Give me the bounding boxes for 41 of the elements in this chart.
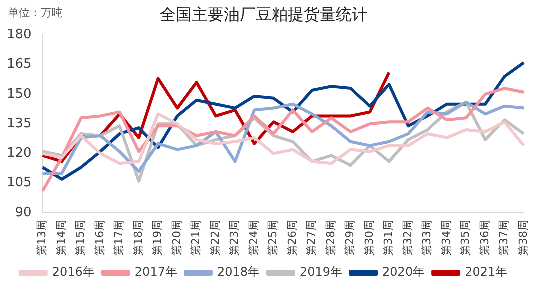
- x-tick-label: 第15周: [74, 220, 88, 256]
- legend-label: 2018年: [217, 265, 260, 280]
- x-tick-label: 第35周: [459, 220, 472, 256]
- x-tick-label: 第21周: [190, 220, 203, 256]
- x-tick-label: 第24周: [247, 220, 260, 256]
- legend-label: 2021年: [465, 265, 508, 280]
- y-tick-label: 105: [6, 176, 32, 191]
- x-tick-label: 第34周: [440, 220, 453, 256]
- legend-label: 2019年: [300, 265, 343, 280]
- x-tick-label: 第17周: [112, 220, 126, 256]
- x-tick-label: 第26周: [286, 220, 299, 256]
- x-tick-label: 第23周: [228, 220, 242, 256]
- x-tick-label: 第27周: [305, 220, 318, 256]
- x-tick-label: 第36周: [478, 220, 492, 256]
- y-tick-label: 90: [15, 205, 32, 220]
- y-tick-label: 120: [6, 146, 32, 162]
- x-tick-label: 第31周: [382, 220, 396, 256]
- y-tick-label: 165: [6, 57, 32, 72]
- y-tick-label: 135: [6, 116, 32, 132]
- chart-title: 全国主要油厂豆粕提货量统计: [160, 4, 368, 24]
- x-tick-label: 第19周: [151, 220, 164, 256]
- x-tick-label: 第18周: [132, 220, 145, 256]
- x-tick-label: 第14周: [54, 220, 68, 256]
- x-tick-label: 第38周: [516, 220, 530, 256]
- x-tick-label: 第37周: [498, 220, 511, 256]
- legend-label: 2017年: [134, 265, 178, 280]
- y-tick-label: 150: [6, 86, 32, 102]
- text: 单位：万吨: [8, 6, 63, 20]
- legend-label: 2016年: [52, 265, 95, 280]
- x-tick-label: 第22周: [208, 220, 222, 256]
- x-tick-label: 第16周: [93, 220, 106, 256]
- x-tick-label: 第29周: [344, 220, 357, 256]
- x-tick-label: 第32周: [401, 220, 414, 256]
- legend-label: 2020年: [382, 265, 426, 280]
- x-tick-label: 第33周: [420, 220, 434, 256]
- x-tick-label: 第13周: [36, 220, 49, 256]
- x-tick-label: 第20周: [170, 220, 184, 256]
- x-tick-label: 第28周: [324, 220, 338, 256]
- x-tick-label: 第25周: [266, 220, 280, 256]
- y-tick-label: 180: [6, 28, 32, 43]
- x-tick-label: 第30周: [362, 220, 376, 256]
